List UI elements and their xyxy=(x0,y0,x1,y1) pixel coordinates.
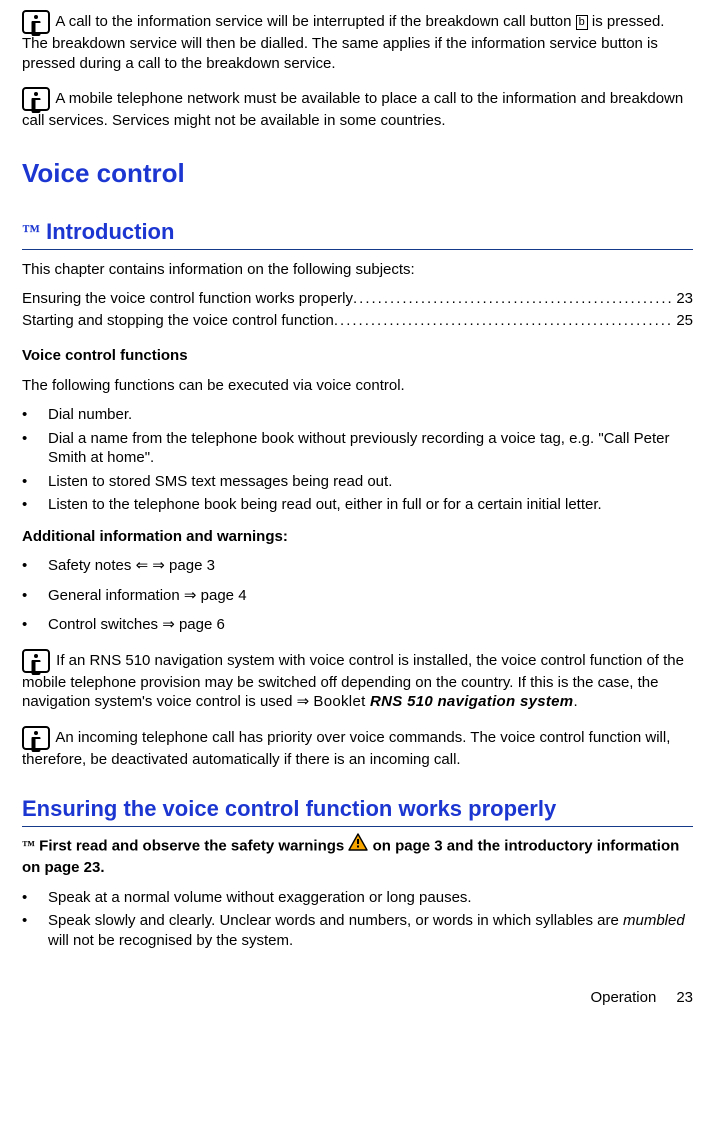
safety-lead: ™ First read and observe the safety warn… xyxy=(22,835,693,878)
list-item: • General information ⇒ page 4 xyxy=(22,586,693,606)
info-note-2: A mobile telephone network must be avail… xyxy=(22,87,693,131)
info-icon xyxy=(22,10,50,34)
footer-page-number: 23 xyxy=(676,989,693,1006)
heading-ensuring: Ensuring the voice control function work… xyxy=(22,795,693,827)
list-text: Speak slowly and clearly. Unclear words … xyxy=(48,911,693,950)
bullet-icon: • xyxy=(22,405,48,425)
trademark-icon: ™ xyxy=(22,221,40,241)
toc-label: Ensuring the voice control function work… xyxy=(22,289,353,309)
functions-lead: The following functions can be executed … xyxy=(22,376,693,396)
text: First read and observe the safety warnin… xyxy=(35,838,348,855)
info-note-4: An incoming telephone call has priority … xyxy=(22,726,693,770)
heading-text: Introduction xyxy=(46,219,174,244)
text: General information xyxy=(48,587,184,604)
info-icon xyxy=(22,726,50,750)
note-text: A mobile telephone network must be avail… xyxy=(22,90,683,129)
toc-page: 25 xyxy=(672,311,693,331)
list-item: •Dial a name from the telephone book wit… xyxy=(22,429,693,468)
bullet-icon: • xyxy=(22,911,48,950)
list-text: Dial a name from the telephone book with… xyxy=(48,429,693,468)
info-icon xyxy=(22,649,50,673)
list-item: •Speak at a normal volume without exagge… xyxy=(22,888,693,908)
text-italic: mumbled xyxy=(623,912,685,929)
toc-row: Starting and stopping the voice control … xyxy=(22,311,693,331)
text: page 3 xyxy=(165,557,215,574)
bullet-icon: • xyxy=(22,429,48,468)
trademark-icon: ™ xyxy=(22,838,35,853)
list-text: Speak at a normal volume without exagger… xyxy=(48,888,472,908)
list-text: Listen to stored SMS text messages being… xyxy=(48,472,392,492)
arrow-icon: ⇒ xyxy=(184,587,197,604)
arrow-icon: ⇒ xyxy=(162,616,175,633)
subhead-functions: Voice control functions xyxy=(22,346,693,366)
list-text: General information ⇒ page 4 xyxy=(48,586,247,606)
toc-page: 23 xyxy=(672,289,693,309)
info-note-1: A call to the information service will b… xyxy=(22,10,693,73)
toc-row: Ensuring the voice control function work… xyxy=(22,289,693,309)
arrow-icon: ⇐ ⇒ xyxy=(136,557,165,574)
additional-list: • Safety notes ⇐ ⇒ page 3 • General info… xyxy=(22,556,693,635)
list-item: • Speak slowly and clearly. Unclear word… xyxy=(22,911,693,950)
list-item: •Dial number. xyxy=(22,405,693,425)
booklet-title: RNS 510 navigation system xyxy=(370,693,573,710)
list-item: •Listen to stored SMS text messages bein… xyxy=(22,472,693,492)
list-text: Control switches ⇒ page 6 xyxy=(48,615,225,635)
warning-triangle-icon xyxy=(348,833,368,857)
heading-introduction: ™ Introduction xyxy=(22,218,693,250)
info-note-3: If an RNS 510 navigation system with voi… xyxy=(22,649,693,712)
text: will not be recognised by the system. xyxy=(48,932,293,949)
bullet-icon: • xyxy=(22,586,48,606)
text: page 4 xyxy=(196,587,246,604)
list-item: • Control switches ⇒ page 6 xyxy=(22,615,693,635)
list-text: Safety notes ⇐ ⇒ page 3 xyxy=(48,556,215,576)
toc-leader xyxy=(353,289,672,309)
page-footer: Operation 23 xyxy=(22,988,693,1008)
intro-lead: This chapter contains information on the… xyxy=(22,260,693,280)
toc-label: Starting and stopping the voice control … xyxy=(22,311,334,331)
bullet-icon: • xyxy=(22,888,48,908)
list-text: Dial number. xyxy=(48,405,132,425)
ensuring-list: •Speak at a normal volume without exagge… xyxy=(22,888,693,951)
arrow-icon: ⇒ xyxy=(297,693,310,710)
toc-leader xyxy=(334,311,672,331)
text: . xyxy=(573,693,577,710)
bullet-icon: • xyxy=(22,495,48,515)
text: Speak slowly and clearly. Unclear words … xyxy=(48,912,623,929)
page: A call to the information service will b… xyxy=(0,0,715,1018)
breakdown-button-symbol: b xyxy=(576,15,588,30)
info-icon xyxy=(22,87,50,111)
text: page 6 xyxy=(175,616,225,633)
text: Safety notes xyxy=(48,557,136,574)
subhead-additional: Additional information and warnings: xyxy=(22,527,693,547)
note-text: A call to the information service will b… xyxy=(55,13,575,30)
heading-voice-control: Voice control xyxy=(22,157,693,191)
bullet-icon: • xyxy=(22,472,48,492)
list-item: •Listen to the telephone book being read… xyxy=(22,495,693,515)
bullet-icon: • xyxy=(22,615,48,635)
text: Control switches xyxy=(48,616,162,633)
booklet-label: Booklet xyxy=(313,693,370,710)
bullet-icon: • xyxy=(22,556,48,576)
functions-list: •Dial number. •Dial a name from the tele… xyxy=(22,405,693,515)
footer-section: Operation xyxy=(590,989,656,1006)
note-text: An incoming telephone call has priority … xyxy=(22,729,670,768)
list-item: • Safety notes ⇐ ⇒ page 3 xyxy=(22,556,693,576)
list-text: Listen to the telephone book being read … xyxy=(48,495,602,515)
